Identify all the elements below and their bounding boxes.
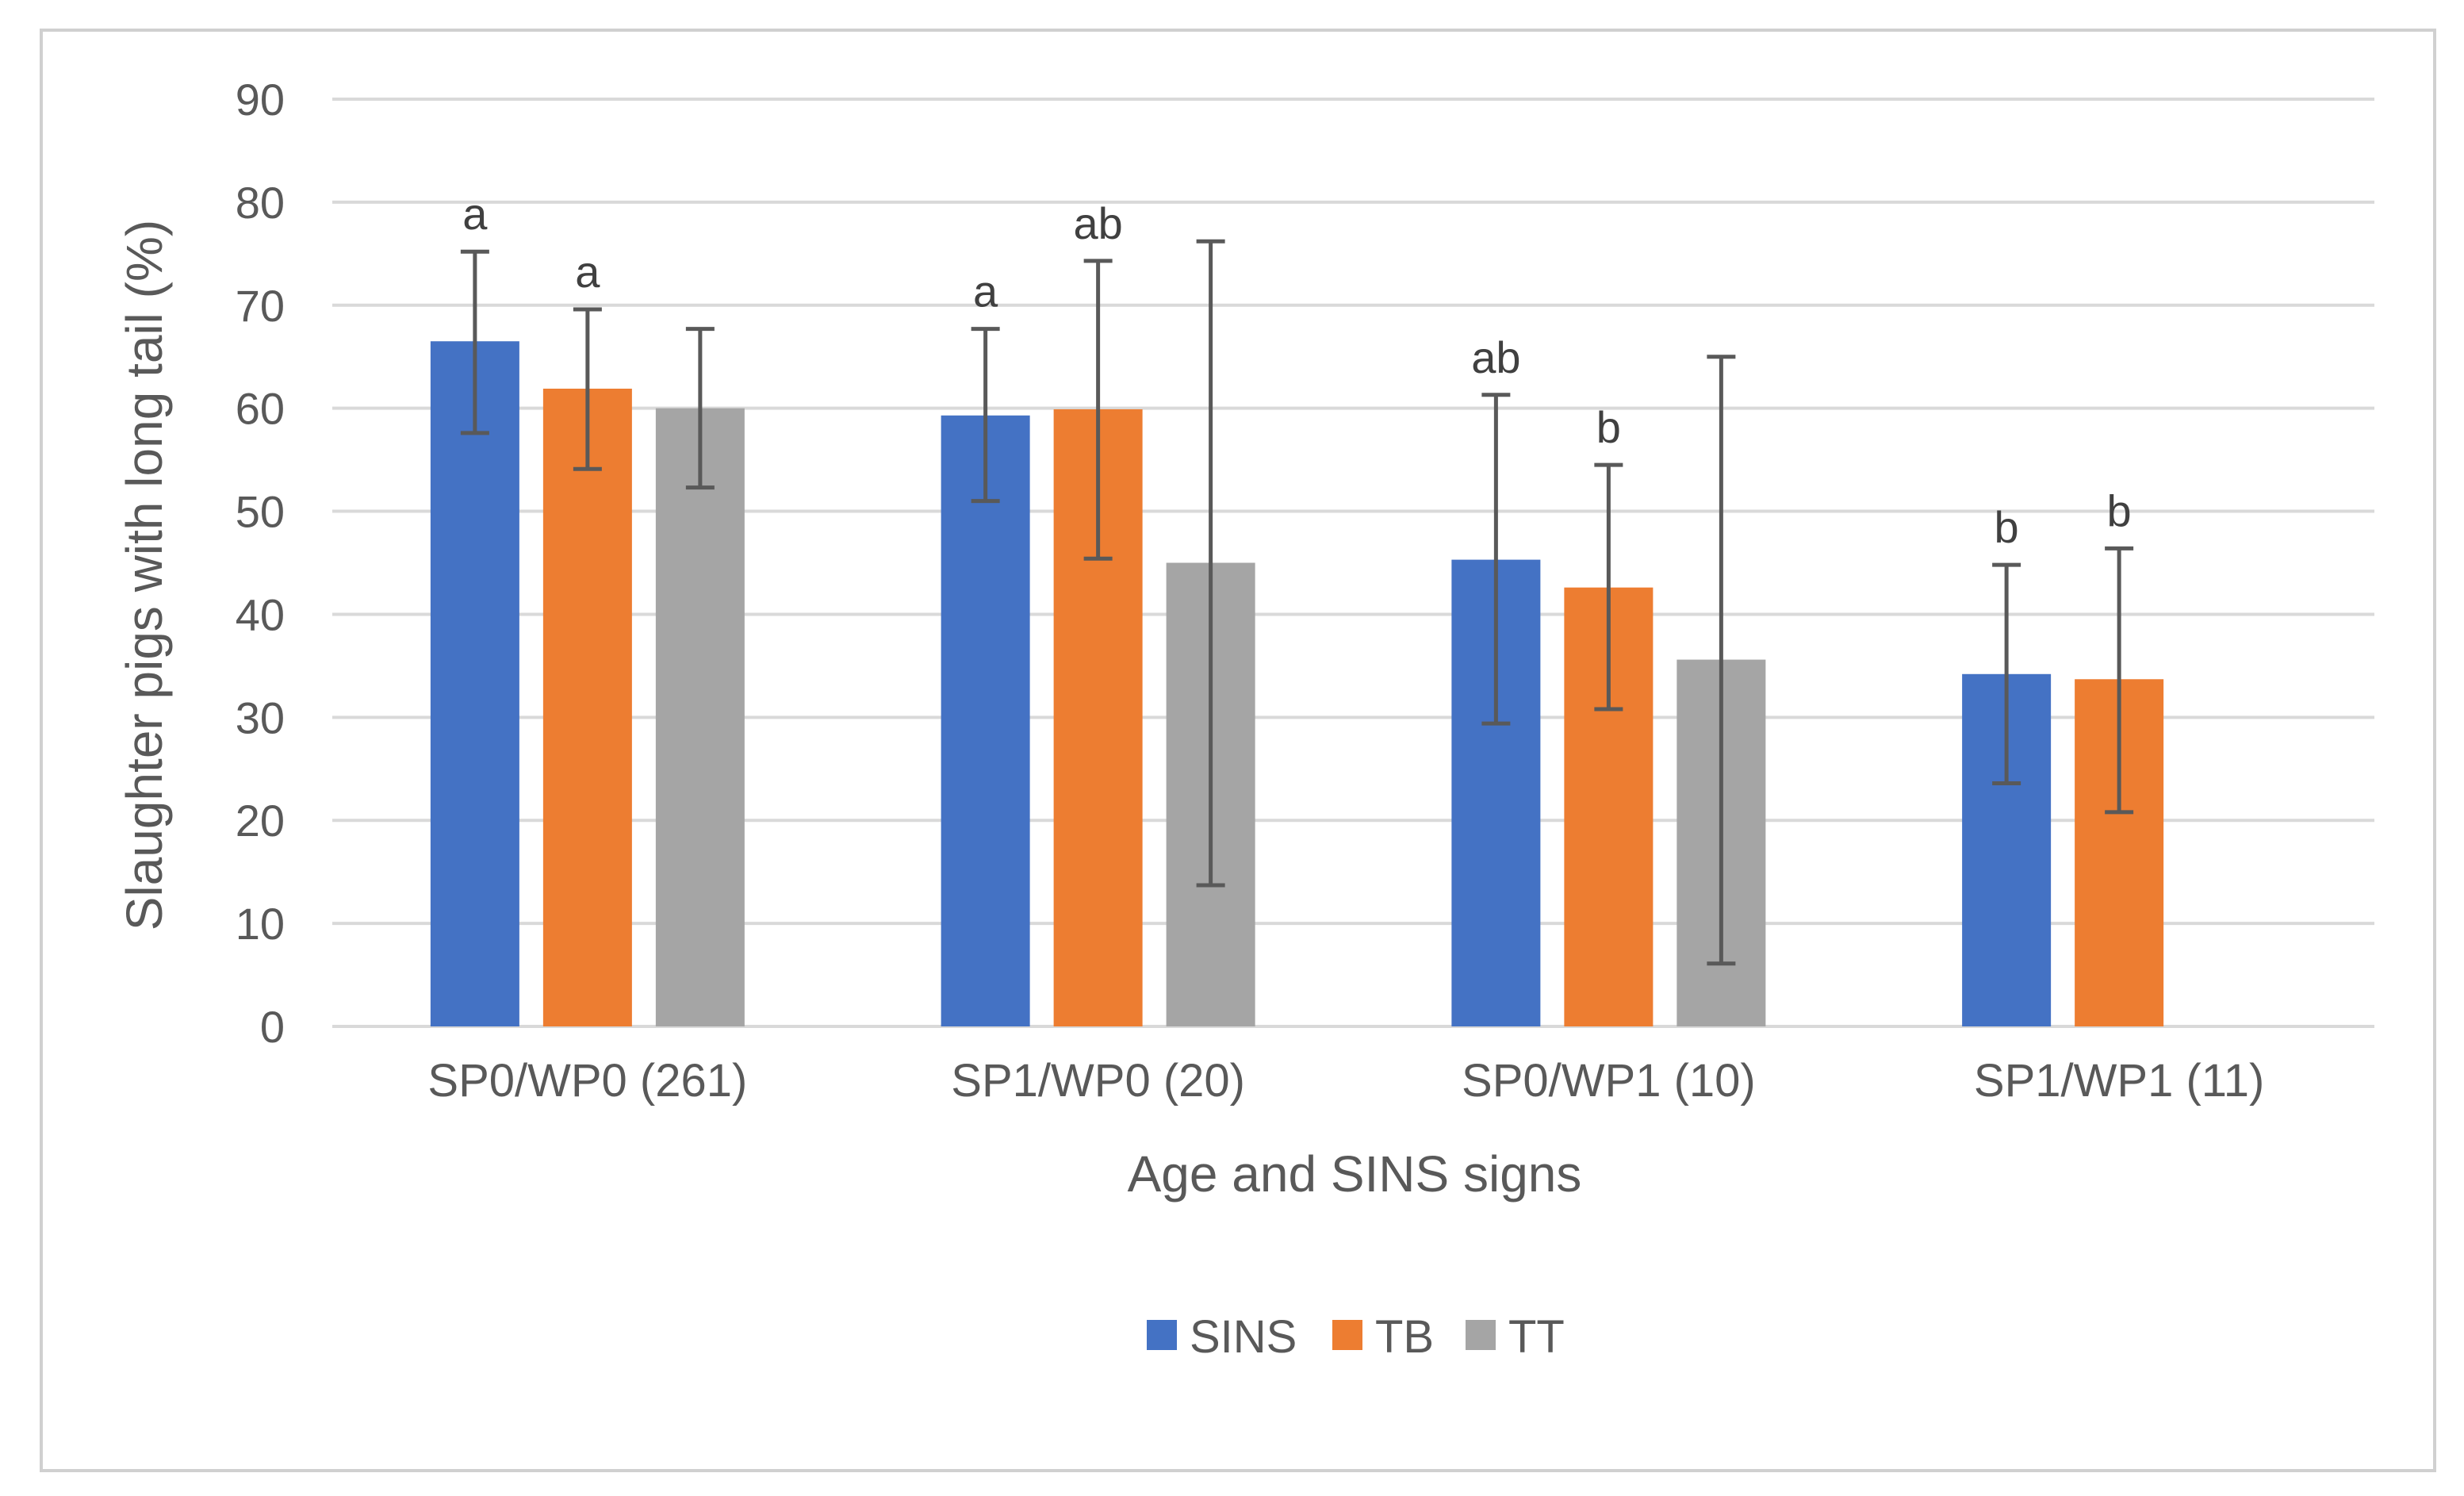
legend-swatch [1147, 1320, 1177, 1350]
significance-label: a [973, 267, 998, 316]
y-tick-label: 70 [236, 281, 285, 331]
bar-sins-0 [430, 341, 519, 1026]
y-tick-label: 50 [236, 487, 285, 537]
significance-label: b [1596, 402, 1621, 452]
significance-label: b [1995, 502, 2019, 552]
error-bar-tt-0 [685, 327, 715, 490]
error-bar-tb-1 [1083, 259, 1113, 561]
y-tick-label: 30 [236, 692, 285, 742]
significance-label: ab [1073, 198, 1122, 248]
significance-label: a [575, 247, 600, 297]
error-bar-sins-0 [460, 249, 489, 435]
error-bar-tb-0 [573, 307, 602, 471]
error-bar-tb-2 [1594, 462, 1623, 712]
legend-item-tb[interactable]: TB [1332, 1311, 1434, 1363]
significance-label: a [462, 189, 488, 239]
significance-label: b [2107, 485, 2132, 535]
significance-label: ab [1471, 332, 1520, 382]
category-labels: SP0/WP0 (261) SP1/WP0 (20) SP0/WP1 (10) SP1… [427, 1055, 2264, 1107]
y-tick-label: 0 [260, 1002, 285, 1052]
legend-label: SINS [1190, 1311, 1297, 1363]
y-tick-label: 90 [236, 75, 285, 125]
grid-lines [332, 98, 2374, 1028]
error-bar-sins-1 [971, 327, 1000, 504]
y-axis-title: Slaughter pigs with long tail (%) [116, 220, 173, 930]
chart-frame: 0 10 20 30 40 50 60 70 80 90 a a a ab ab b b b SP0/WP0 (… [40, 29, 2436, 1472]
error-bar-tb-3 [2105, 546, 2134, 815]
legend-label: TB [1375, 1311, 1434, 1363]
x-axis-title: Age and SINS signs [1128, 1145, 1582, 1203]
y-tick-labels: 0 10 20 30 40 50 60 70 80 90 [236, 75, 285, 1052]
legend-item-sins[interactable]: SINS [1147, 1311, 1297, 1363]
x-category-label: SP0/WP0 (261) [427, 1055, 747, 1107]
legend: SINS TB TT [1147, 1311, 1565, 1363]
error-bar-tt-2 [1707, 355, 1736, 966]
y-tick-label: 80 [236, 178, 285, 228]
y-tick-label: 10 [236, 899, 285, 949]
error-bar-sins-3 [1992, 562, 2021, 785]
error-bars [460, 239, 2134, 966]
y-tick-label: 60 [236, 384, 285, 434]
legend-swatch [1466, 1320, 1496, 1350]
x-category-label: SP1/WP1 (11) [1974, 1055, 2264, 1107]
bars [430, 341, 2164, 1026]
error-bar-sins-2 [1481, 393, 1511, 726]
y-tick-label: 20 [236, 796, 285, 846]
bar-tb-0 [542, 388, 632, 1026]
x-category-label: SP0/WP1 (10) [1462, 1055, 1756, 1107]
bar-sins-1 [941, 415, 1030, 1026]
legend-item-tt[interactable]: TT [1466, 1311, 1565, 1363]
bar-chart: 0 10 20 30 40 50 60 70 80 90 a a a ab ab b b b SP0/WP0 (… [116, 75, 2374, 1363]
y-tick-label: 40 [236, 589, 285, 639]
significance-labels: a a a ab ab b b b [462, 189, 2131, 552]
x-category-label: SP1/WP0 (20) [951, 1055, 1245, 1107]
legend-swatch [1332, 1320, 1362, 1350]
error-bar-tt-1 [1196, 239, 1225, 888]
legend-label: TT [1508, 1311, 1565, 1363]
bar-tt-0 [655, 408, 745, 1026]
